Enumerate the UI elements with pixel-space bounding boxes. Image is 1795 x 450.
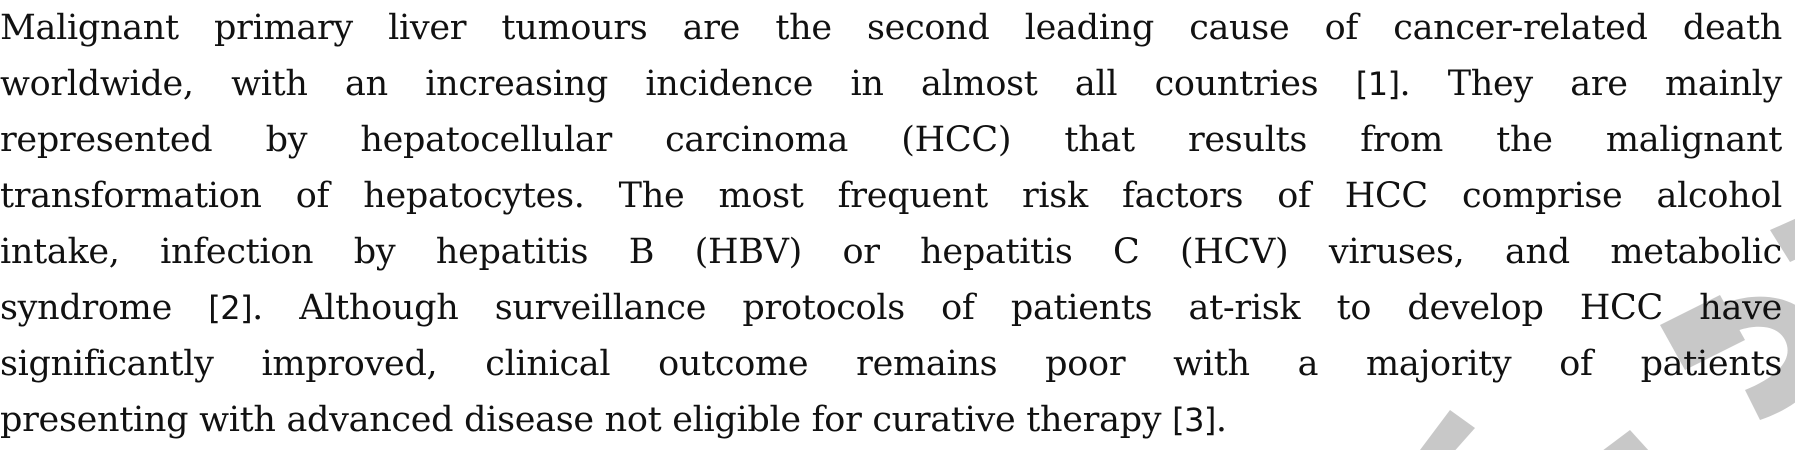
paragraph-line: represented by hepatocellular carcinoma … [0,112,1782,168]
citation-ref: [3] [1172,401,1216,439]
text-run: . They are mainly [1399,64,1783,104]
paragraph-line: presenting with advanced disease not eli… [0,392,1782,448]
text-run: intake, infection by hepatitis B (HBV) o… [0,232,1782,272]
citation-ref: [1] [1355,65,1400,103]
paragraph-line: Malignant primary liver tumours are the … [0,0,1782,56]
paragraph-line: syndrome [2]. Although surveillance prot… [0,280,1782,336]
text-run: presenting with advanced disease not eli… [0,400,1173,440]
text-run: . [1215,400,1227,440]
text-run: worldwide, with an increasing incidence … [0,64,1356,104]
text-run: significantly improved, clinical outcome… [0,344,1782,384]
text-run: represented by hepatocellular carcinoma … [0,120,1782,160]
text-run: transformation of hepatocytes. The most … [0,176,1782,216]
text-run: . Although surveillance protocols of pat… [252,288,1782,328]
paragraph-line: transformation of hepatocytes. The most … [0,168,1782,224]
text-run: Malignant primary liver tumours are the … [0,8,1782,48]
paragraph-line: worldwide, with an increasing incidence … [0,56,1782,112]
paragraph-line: intake, infection by hepatitis B (HBV) o… [0,224,1782,280]
citation-ref: [2] [208,289,253,327]
text-run: syndrome [0,288,209,328]
paragraph-line: significantly improved, clinical outcome… [0,336,1782,392]
